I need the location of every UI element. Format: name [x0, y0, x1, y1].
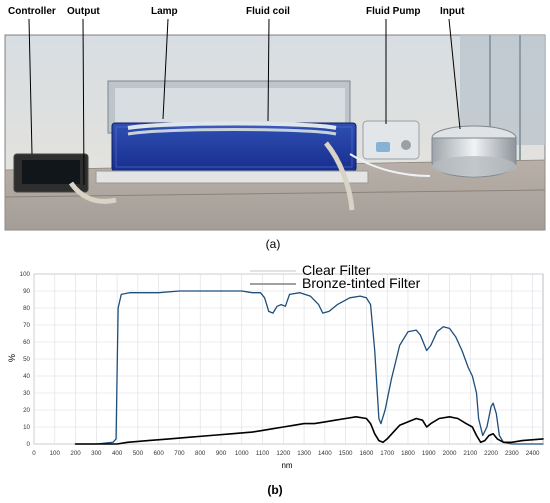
annotation-label-input: Input	[440, 6, 465, 17]
x-tick-label: 2200	[484, 450, 498, 457]
chart-ticks: 0 100 200 300 400 500 600 700 800 900 1000 1100 1200…	[20, 271, 540, 457]
legend-label-clear: Clear Filter	[302, 262, 371, 278]
y-tick-label: 90	[23, 288, 30, 295]
annotation-label-lamp: Lamp	[151, 6, 178, 17]
x-tick-label: 2400	[526, 450, 540, 457]
annotation-lines	[28, 18, 461, 186]
x-tick-label: 1900	[422, 450, 436, 457]
fluid-coil	[127, 121, 337, 136]
y-tick-label: 70	[23, 322, 30, 329]
transmittance-chart: 0 100 200 300 400 500 600 700 800 900 1000 1100 1200…	[7, 262, 544, 470]
x-tick-label: 400	[112, 450, 123, 457]
x-tick-label: 1100	[256, 450, 270, 457]
x-tick-label: 600	[153, 450, 164, 457]
x-tick-label: 1800	[401, 450, 415, 457]
x-tick-label: 1400	[318, 450, 332, 457]
legend-label-bronze: Bronze-tinted Filter	[302, 275, 421, 291]
y-tick-label: 100	[20, 271, 31, 278]
x-tick-label: 900	[216, 450, 227, 457]
y-tick-label: 20	[23, 407, 30, 414]
annotation-label-controller: Controller	[8, 6, 56, 17]
x-tick-label: 1000	[235, 450, 249, 457]
x-tick-label: 1600	[360, 450, 374, 457]
chart-series	[74, 290, 544, 445]
y-tick-label: 30	[23, 390, 30, 397]
x-tick-label: 2300	[505, 450, 519, 457]
y-tick-label: 60	[23, 339, 30, 346]
panel-a-label: (a)	[266, 237, 281, 251]
y-axis-label: %	[7, 354, 17, 362]
annotation-label-fluid-pump: Fluid Pump	[366, 6, 420, 17]
x-tick-label: 800	[195, 450, 206, 457]
y-tick-label: 40	[23, 373, 30, 380]
clear-filter-series-line	[74, 290, 544, 445]
fluid-pump	[362, 120, 420, 160]
y-tick-label: 80	[23, 305, 30, 312]
y-tick-label: 0	[27, 441, 31, 448]
annotation-labels: Controller Output Lamp Fluid coil Fluid …	[8, 6, 465, 17]
y-tick-label: 50	[23, 356, 30, 363]
x-tick-label: 100	[50, 450, 61, 457]
y-tick-label: 10	[23, 424, 30, 431]
lamp-assembly	[95, 80, 369, 184]
input-pot	[431, 125, 517, 178]
x-tick-label: 500	[133, 450, 144, 457]
x-tick-label: 200	[70, 450, 81, 457]
legend: Clear Filter Bronze-tinted Filter	[250, 262, 421, 291]
bronze-filter-series-line	[74, 415, 544, 445]
x-tick-label: 300	[91, 450, 102, 457]
x-tick-label: 1500	[339, 450, 353, 457]
x-axis-label: nm	[281, 461, 292, 470]
annotation-label-output: Output	[67, 6, 100, 17]
lab-setup-photo: Controller Output Lamp Fluid coil Fluid …	[4, 6, 546, 231]
x-tick-label: 1300	[297, 450, 311, 457]
annotation-label-fluid-coil: Fluid coil	[246, 6, 290, 17]
x-tick-label: 700	[174, 450, 185, 457]
chart-grid	[33, 273, 543, 445]
panel-b-label: (b)	[267, 483, 282, 497]
x-tick-label: 2100	[463, 450, 477, 457]
controller-box	[13, 153, 89, 193]
x-tick-label: 1200	[276, 450, 290, 457]
tubing	[68, 141, 431, 211]
x-tick-label: 1700	[380, 450, 394, 457]
x-tick-label: 0	[32, 450, 36, 457]
x-tick-label: 2000	[443, 450, 457, 457]
